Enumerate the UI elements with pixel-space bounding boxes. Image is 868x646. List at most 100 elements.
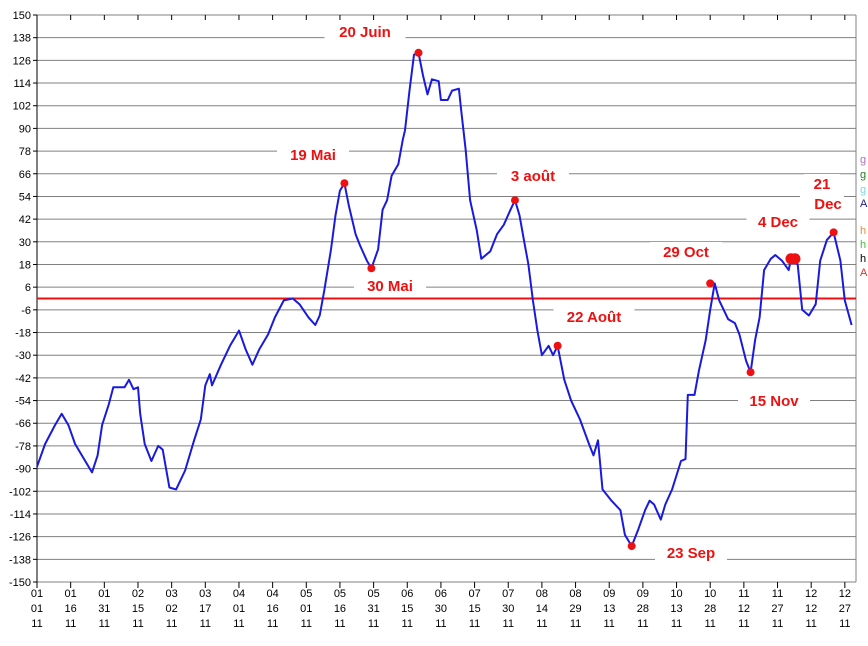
x-tick-label: 31: [367, 603, 379, 615]
y-tick-label: -42: [15, 373, 31, 385]
legend-entry: g: [860, 154, 866, 166]
x-tick-label: 15: [132, 603, 144, 615]
marker-dot: [414, 48, 423, 57]
x-tick-label: 11: [604, 618, 615, 630]
x-tick-label: 30: [435, 603, 447, 615]
x-tick-label: 12: [738, 603, 750, 615]
x-tick-label: 17: [199, 603, 211, 615]
x-tick-label: 11: [334, 618, 345, 630]
annotation-label: 30 Mai: [367, 278, 413, 295]
legend-entry: A: [860, 267, 868, 279]
y-tick-label: 30: [19, 237, 31, 249]
y-tick-label: -30: [15, 350, 31, 362]
annotation-label: 20 Juin: [339, 24, 391, 41]
x-tick-label: 01: [65, 588, 77, 600]
y-tick-label: -126: [9, 532, 31, 544]
x-tick-label: 01: [31, 588, 43, 600]
annotation-background: [553, 307, 635, 327]
x-tick-label: 01: [98, 588, 110, 600]
marker-dot: [553, 341, 562, 350]
annotation-background: [738, 391, 810, 411]
annotation-background: [655, 543, 727, 563]
y-tick-label: -6: [21, 305, 31, 317]
y-tick-label: 126: [13, 55, 31, 67]
annotation-background: [497, 166, 569, 186]
x-tick-label: 05: [367, 588, 379, 600]
y-tick-label: 6: [25, 282, 31, 294]
x-tick-label: 09: [603, 588, 615, 600]
x-tick-label: 04: [233, 588, 245, 600]
annotation-label: 4 Dec: [758, 214, 798, 231]
y-tick-label: 18: [19, 259, 31, 271]
y-tick-label: 66: [19, 169, 31, 181]
x-tick-label: 13: [670, 603, 682, 615]
y-tick-label: -78: [15, 441, 31, 453]
annotation-background: [324, 22, 406, 42]
marker-dot: [746, 368, 755, 377]
x-tick-label: 07: [502, 588, 514, 600]
x-tick-label: 12: [805, 603, 817, 615]
x-tick-label: 29: [569, 603, 581, 615]
x-tick-label: 07: [468, 588, 480, 600]
x-tick-label: 16: [266, 603, 278, 615]
annotation-label: 23 Sep: [667, 545, 715, 562]
x-tick-label: 12: [839, 588, 851, 600]
y-tick-label: -18: [15, 328, 31, 340]
x-tick-label: 11: [570, 618, 581, 630]
annotation-background: [800, 191, 844, 211]
x-tick-label: 11: [503, 618, 514, 630]
series-line: [36, 51, 853, 548]
annotation-background: [354, 276, 426, 296]
marker-dot: [789, 253, 801, 265]
x-tick-label: 30: [502, 603, 514, 615]
x-tick-label: 11: [402, 618, 413, 630]
y-tick-label: -114: [10, 509, 31, 521]
y-tick-label: -138: [9, 554, 31, 566]
legend-entry: h: [860, 225, 866, 237]
x-tick-label: 05: [334, 588, 346, 600]
x-tick-label: 11: [772, 618, 783, 630]
x-tick-label: 28: [704, 603, 716, 615]
x-tick-label: 27: [771, 603, 783, 615]
y-tick-label: 54: [19, 191, 31, 203]
x-tick-label: 11: [738, 588, 749, 600]
x-tick-label: 11: [469, 618, 480, 630]
x-tick-label: 11: [368, 618, 379, 630]
annotation-label: 3 août: [511, 168, 555, 185]
x-tick-label: 11: [267, 618, 278, 630]
x-tick-label: 02: [132, 588, 144, 600]
x-tick-label: 05: [300, 588, 312, 600]
x-tick-label: 08: [569, 588, 581, 600]
x-tick-label: 11: [65, 618, 76, 630]
x-tick-label: 11: [31, 618, 42, 630]
x-tick-label: 08: [536, 588, 548, 600]
y-tick-label: 114: [13, 78, 31, 90]
marker-dot: [627, 542, 636, 551]
annotation-label: 19 Mai: [290, 147, 336, 164]
x-tick-label: 11: [200, 618, 211, 630]
marker-dot: [706, 279, 715, 288]
y-tick-label: 138: [13, 33, 31, 45]
y-tick-label: 150: [13, 10, 31, 22]
annotation-label: Dec: [814, 196, 842, 213]
annotation-label: 22 Août: [567, 309, 621, 326]
x-tick-label: 11: [671, 618, 682, 630]
y-tick-label: -150: [9, 577, 31, 589]
x-tick-label: 10: [704, 588, 716, 600]
x-tick-label: 11: [772, 588, 783, 600]
annotation-background: [650, 242, 722, 262]
annotation-label: 29 Oct: [663, 244, 709, 261]
annotation-background: [746, 212, 810, 232]
x-tick-label: 11: [301, 618, 312, 630]
y-tick-label: 78: [19, 146, 31, 158]
x-tick-label: 06: [435, 588, 447, 600]
y-tick-label: -102: [9, 486, 31, 498]
x-tick-label: 27: [839, 603, 851, 615]
x-tick-label: 09: [637, 588, 649, 600]
x-tick-label: 11: [839, 618, 850, 630]
x-tick-label: 16: [65, 603, 77, 615]
x-tick-label: 11: [704, 618, 715, 630]
y-tick-label: -90: [15, 464, 31, 476]
marker-dot: [510, 196, 519, 205]
